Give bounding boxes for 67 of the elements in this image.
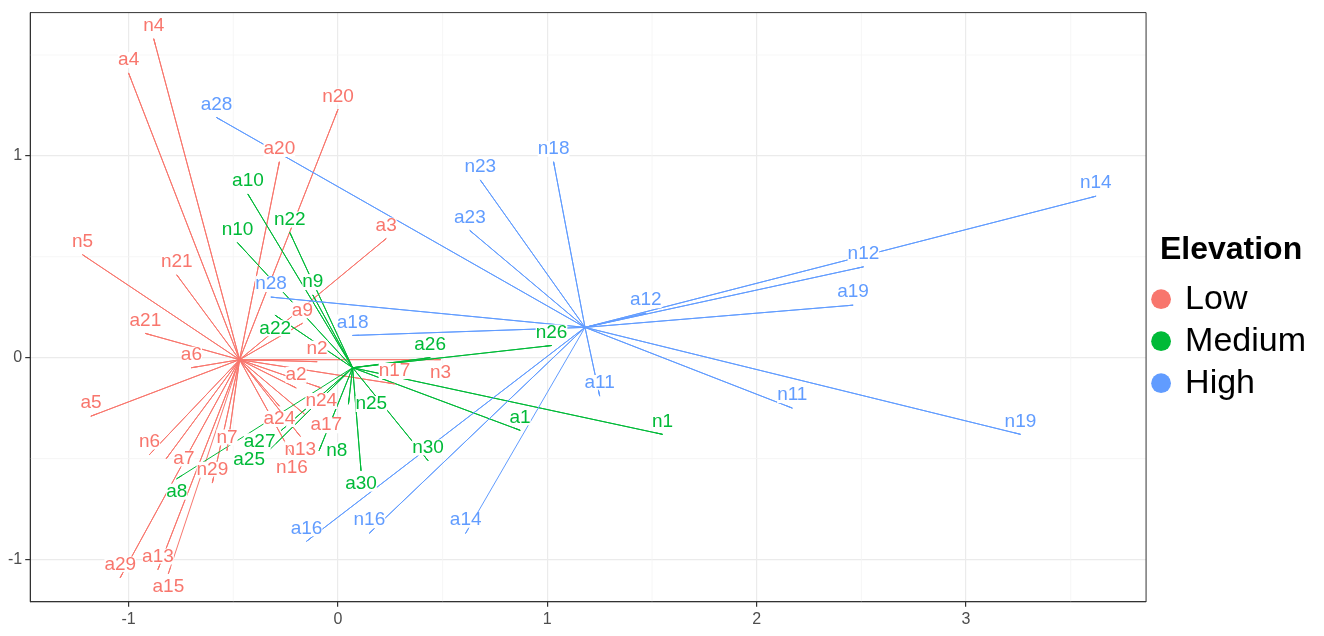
data-label: n24	[305, 389, 338, 411]
data-label: a11	[584, 371, 615, 393]
data-label: n17	[378, 359, 411, 381]
x-tick-label: -1	[121, 609, 136, 627]
data-label: a28	[200, 92, 233, 114]
data-label: a26	[414, 332, 446, 354]
data-label: n11	[777, 383, 808, 405]
legend-label: High	[1185, 361, 1256, 400]
data-label: n5	[71, 229, 94, 251]
x-tick-label: 0	[333, 609, 343, 627]
data-label: a2	[285, 363, 307, 385]
data-label: a22	[259, 316, 292, 338]
data-label: n4	[143, 14, 165, 36]
data-label: n29	[196, 457, 229, 479]
x-tick-label: 3	[961, 609, 971, 627]
legend-label: Medium	[1185, 319, 1307, 358]
data-label: a4	[118, 48, 140, 70]
data-label: n25	[355, 392, 388, 414]
data-label: n21	[160, 250, 193, 272]
data-label: n22	[273, 207, 306, 229]
data-label: a30	[345, 471, 377, 493]
data-label: a9	[291, 298, 313, 320]
data-label: n19	[1004, 409, 1037, 431]
data-label: a8	[166, 479, 188, 501]
data-label: a5	[80, 391, 102, 413]
data-label: n6	[138, 429, 161, 451]
data-label: a29	[104, 552, 137, 574]
x-tick-label: 1	[542, 609, 552, 627]
data-label: n12	[847, 242, 880, 264]
data-label: n18	[537, 137, 570, 159]
data-label: n23	[464, 155, 497, 177]
x-tick-label: 2	[752, 609, 762, 627]
data-label: a17	[310, 413, 343, 435]
legend-title: Elevation	[1159, 229, 1303, 266]
data-label: a21	[129, 308, 162, 330]
data-label: n2	[306, 336, 328, 358]
data-label: a10	[232, 169, 264, 191]
data-label: n8	[326, 438, 348, 460]
data-label: a3	[375, 213, 397, 235]
y-tick-label: -1	[7, 549, 23, 567]
data-label: a7	[173, 446, 195, 468]
data-label: a24	[263, 407, 296, 429]
data-label: a12	[629, 288, 662, 310]
data-label: n1	[651, 409, 674, 431]
data-label: a18	[336, 310, 369, 332]
data-label: n26	[535, 320, 568, 342]
data-label: a16	[290, 516, 323, 538]
y-tick-label: 0	[13, 348, 23, 366]
data-label: n3	[429, 360, 452, 382]
data-label: n28	[255, 272, 287, 294]
data-label: a20	[263, 137, 296, 159]
data-label: n30	[412, 435, 444, 457]
data-label: n20	[322, 84, 354, 106]
data-label: n7	[216, 425, 238, 447]
data-label: a15	[152, 574, 185, 596]
data-label: n10	[221, 217, 254, 239]
data-label: n16	[353, 508, 386, 530]
data-label: a13	[142, 544, 174, 566]
data-label: a6	[180, 342, 202, 364]
y-tick-label: 1	[13, 146, 23, 164]
data-label: a23	[454, 205, 486, 227]
data-label: n14	[1079, 171, 1113, 193]
data-label: n9	[302, 270, 324, 292]
legend-label: Low	[1185, 277, 1248, 316]
data-label: a19	[837, 280, 869, 302]
data-label: a1	[509, 405, 531, 427]
data-label: a14	[449, 508, 482, 530]
